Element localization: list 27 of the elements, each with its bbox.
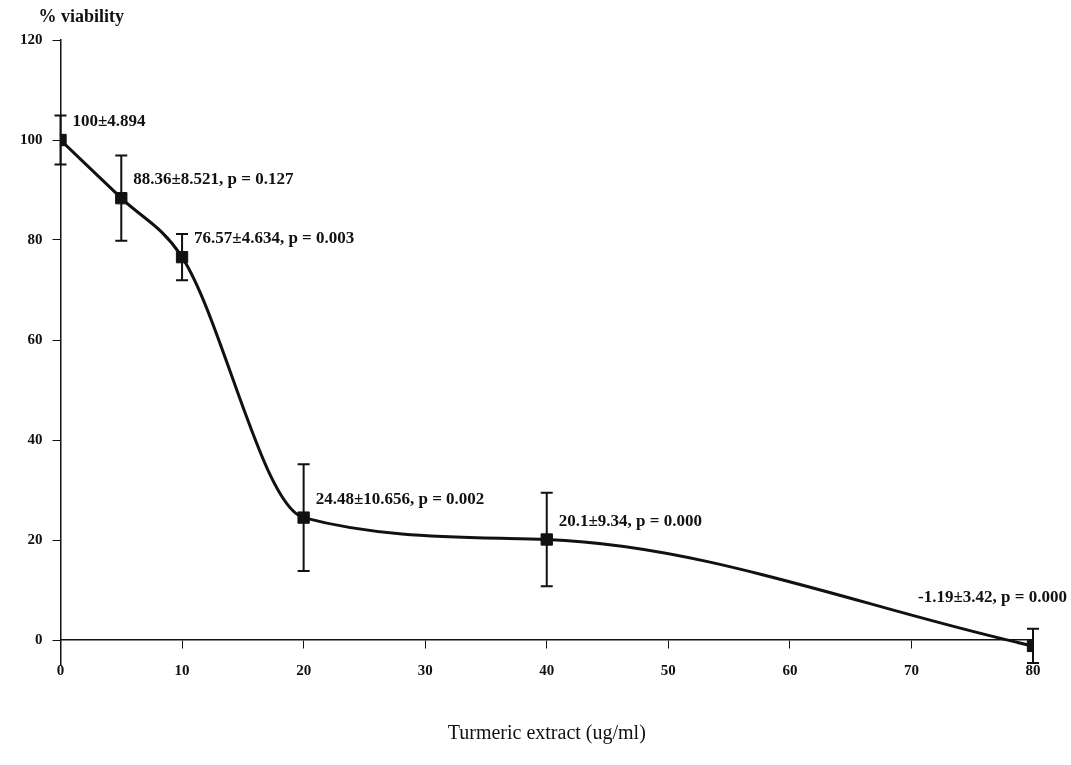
y-tick-label: 0 — [35, 630, 43, 647]
annotation: 76.57±4.634, p = 0.003 — [194, 228, 355, 248]
x-tick-label: 70 — [903, 661, 919, 678]
y-axis-title: % viability — [38, 6, 125, 26]
y-tick-label: 60 — [27, 330, 43, 347]
annotation: 100±4.894 — [72, 111, 147, 130]
y-tick-label: 120 — [20, 30, 43, 47]
x-tick-label: 40 — [539, 661, 555, 678]
point — [540, 533, 553, 546]
annotation: -1.19±3.42, p = 0.000 — [918, 586, 1067, 606]
point — [115, 192, 128, 205]
x-tick-label: 60 — [782, 661, 798, 678]
x-tick-label: 80 — [1025, 661, 1041, 678]
x-axis-title: Turmeric extract (ug/ml) — [447, 721, 646, 745]
x-tick-label: 10 — [174, 661, 190, 678]
y-tick-label: 100 — [20, 130, 43, 147]
y-tick-label: 20 — [27, 530, 43, 547]
y-tick-label: 40 — [27, 430, 43, 447]
x-tick-label: 50 — [660, 661, 676, 678]
y-tick-label: 80 — [27, 230, 43, 247]
annotation: 24.48±10.656, p = 0.002 — [315, 488, 485, 508]
x-tick-label: 30 — [417, 661, 433, 678]
annotation: 88.36±8.521, p = 0.127 — [133, 169, 294, 189]
annotation: 20.1±9.34, p = 0.000 — [558, 510, 702, 530]
x-tick-label: 0 — [56, 661, 65, 678]
x-tick-label: 20 — [296, 661, 312, 678]
point — [297, 511, 310, 524]
